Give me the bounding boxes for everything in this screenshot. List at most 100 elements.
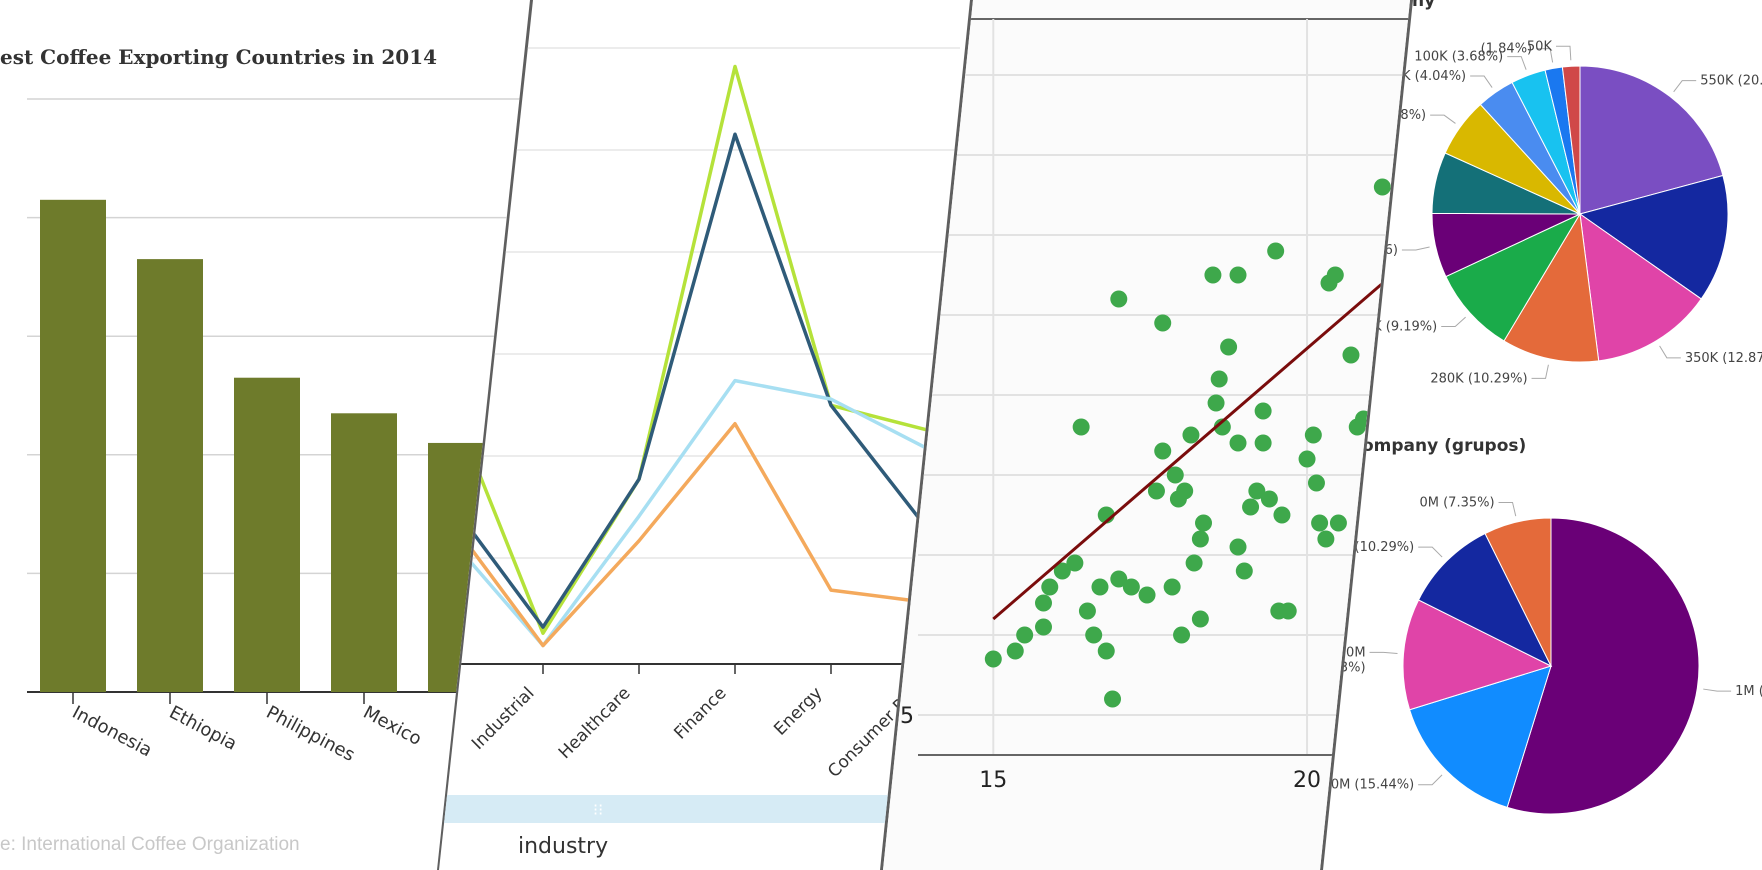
scatter-point bbox=[1267, 242, 1285, 260]
pie-leader-line bbox=[1498, 501, 1517, 517]
pie-leader-line bbox=[1369, 651, 1398, 655]
pie-label: 1M (54.78%) bbox=[1735, 684, 1762, 699]
scatter-point bbox=[1229, 538, 1247, 556]
scatter-point bbox=[1329, 514, 1347, 532]
category-label: Indonesia bbox=[69, 702, 156, 761]
bar bbox=[234, 377, 300, 692]
pie-leader-line bbox=[1441, 316, 1466, 327]
scroll-bar[interactable] bbox=[440, 795, 910, 823]
scatter-point bbox=[1317, 530, 1335, 548]
scatter-point bbox=[1066, 554, 1084, 572]
scatter-point bbox=[1213, 418, 1231, 436]
series-line bbox=[445, 64, 928, 635]
pie-label: 0M (15.44%) bbox=[1331, 778, 1414, 793]
scatter-point bbox=[1091, 578, 1109, 596]
scatter-point bbox=[1191, 530, 1209, 548]
scatter-point bbox=[1254, 402, 1272, 420]
pie-chart-1-title: ny bbox=[1412, 0, 1435, 11]
pie-leader-line bbox=[1659, 345, 1681, 359]
scatter-point bbox=[1207, 394, 1225, 412]
scatter-point bbox=[1326, 266, 1344, 284]
pie-leader-line bbox=[1430, 114, 1456, 124]
pie-label: 50K bbox=[1527, 39, 1553, 54]
bar-chart-source: e: International Coffee Organization bbox=[0, 834, 300, 855]
pie-slice bbox=[1503, 212, 1600, 363]
scatter-point bbox=[1035, 594, 1052, 612]
scatter-point bbox=[1053, 562, 1071, 580]
scatter-point bbox=[1078, 602, 1096, 620]
scatter-point bbox=[1191, 610, 1209, 628]
bar bbox=[40, 199, 106, 692]
scatter-point bbox=[1041, 578, 1059, 596]
scroll-handle-icon[interactable]: ⁝⁝ bbox=[593, 800, 603, 819]
bar-chart-title: est Coffee Exporting Countries in 2014 bbox=[0, 45, 437, 69]
pie-leader-line bbox=[1703, 688, 1732, 692]
x-tick-label: 15 bbox=[979, 768, 1007, 793]
scatter-point bbox=[1138, 586, 1156, 604]
scatter-point bbox=[1085, 626, 1103, 644]
scatter-point bbox=[1304, 426, 1322, 444]
pie-label: 280K (10.29%) bbox=[1430, 371, 1527, 386]
scatter-point bbox=[1182, 426, 1200, 444]
scatter-point bbox=[1254, 434, 1272, 452]
scatter-point bbox=[1169, 490, 1187, 508]
scatter-point bbox=[1273, 506, 1291, 524]
pie-label: 550K (20.2 bbox=[1700, 74, 1762, 89]
pie-leader-line bbox=[1470, 75, 1493, 88]
pie-slice bbox=[1506, 517, 1700, 815]
category-label: Energy bbox=[770, 683, 826, 739]
scatter-point bbox=[1097, 642, 1115, 660]
pie-label: 350K (12.87% bbox=[1685, 351, 1762, 366]
scatter-point bbox=[1154, 442, 1172, 460]
bar bbox=[137, 259, 203, 692]
scatter-point bbox=[1342, 346, 1360, 364]
pie-label: (1.84%) bbox=[1481, 42, 1532, 57]
scatter-point bbox=[1311, 514, 1329, 532]
scatter-point bbox=[1235, 562, 1253, 580]
pie-slice bbox=[1402, 599, 1553, 711]
category-label: Philippines bbox=[263, 702, 358, 766]
scatter-point bbox=[1072, 418, 1090, 436]
pie-chart-2-title: ompany (grupos) bbox=[1362, 436, 1526, 456]
pie-label: 8%) bbox=[1400, 108, 1426, 123]
pie-leader-line bbox=[1507, 56, 1527, 70]
category-label: Finance bbox=[670, 683, 730, 743]
scatter-point bbox=[1195, 514, 1213, 532]
scatter-point bbox=[1154, 314, 1172, 332]
y-tick-label: 5 bbox=[900, 704, 914, 729]
pie-slice bbox=[1417, 532, 1553, 668]
scatter-point bbox=[1229, 434, 1247, 452]
pie-label: K (9.19%) bbox=[1373, 319, 1437, 334]
scatter-point bbox=[1307, 474, 1325, 492]
pie-slice bbox=[1561, 65, 1581, 215]
pie-leader-line bbox=[1673, 80, 1697, 93]
category-label: Healthcare bbox=[555, 683, 635, 763]
pie-leader-line bbox=[1418, 546, 1443, 558]
series-line bbox=[445, 422, 928, 648]
scatter-point bbox=[1248, 482, 1266, 500]
scatter-point bbox=[1104, 690, 1122, 708]
category-label: Industrial bbox=[468, 683, 539, 754]
x-tick-label: 20 bbox=[1293, 768, 1321, 793]
scatter-point bbox=[1279, 602, 1297, 620]
scatter-point bbox=[1220, 338, 1238, 356]
pie-label: 0M 3%) bbox=[1340, 645, 1366, 675]
series-line bbox=[445, 378, 928, 648]
pie-label: 6) bbox=[1385, 243, 1398, 258]
pie-slice bbox=[1484, 517, 1552, 667]
line-chart-xlabel: industry bbox=[518, 834, 608, 859]
pie-label: 0M (7.35%) bbox=[1419, 495, 1494, 510]
scatter-point bbox=[1006, 642, 1024, 660]
series-line bbox=[445, 132, 929, 629]
pie-leader-line bbox=[1401, 246, 1430, 251]
category-label: Mexico bbox=[360, 702, 425, 750]
scatter-point bbox=[1035, 618, 1052, 636]
scatter-point bbox=[1298, 450, 1316, 468]
scatter-point bbox=[1110, 570, 1128, 588]
pie-slice bbox=[1578, 174, 1729, 300]
